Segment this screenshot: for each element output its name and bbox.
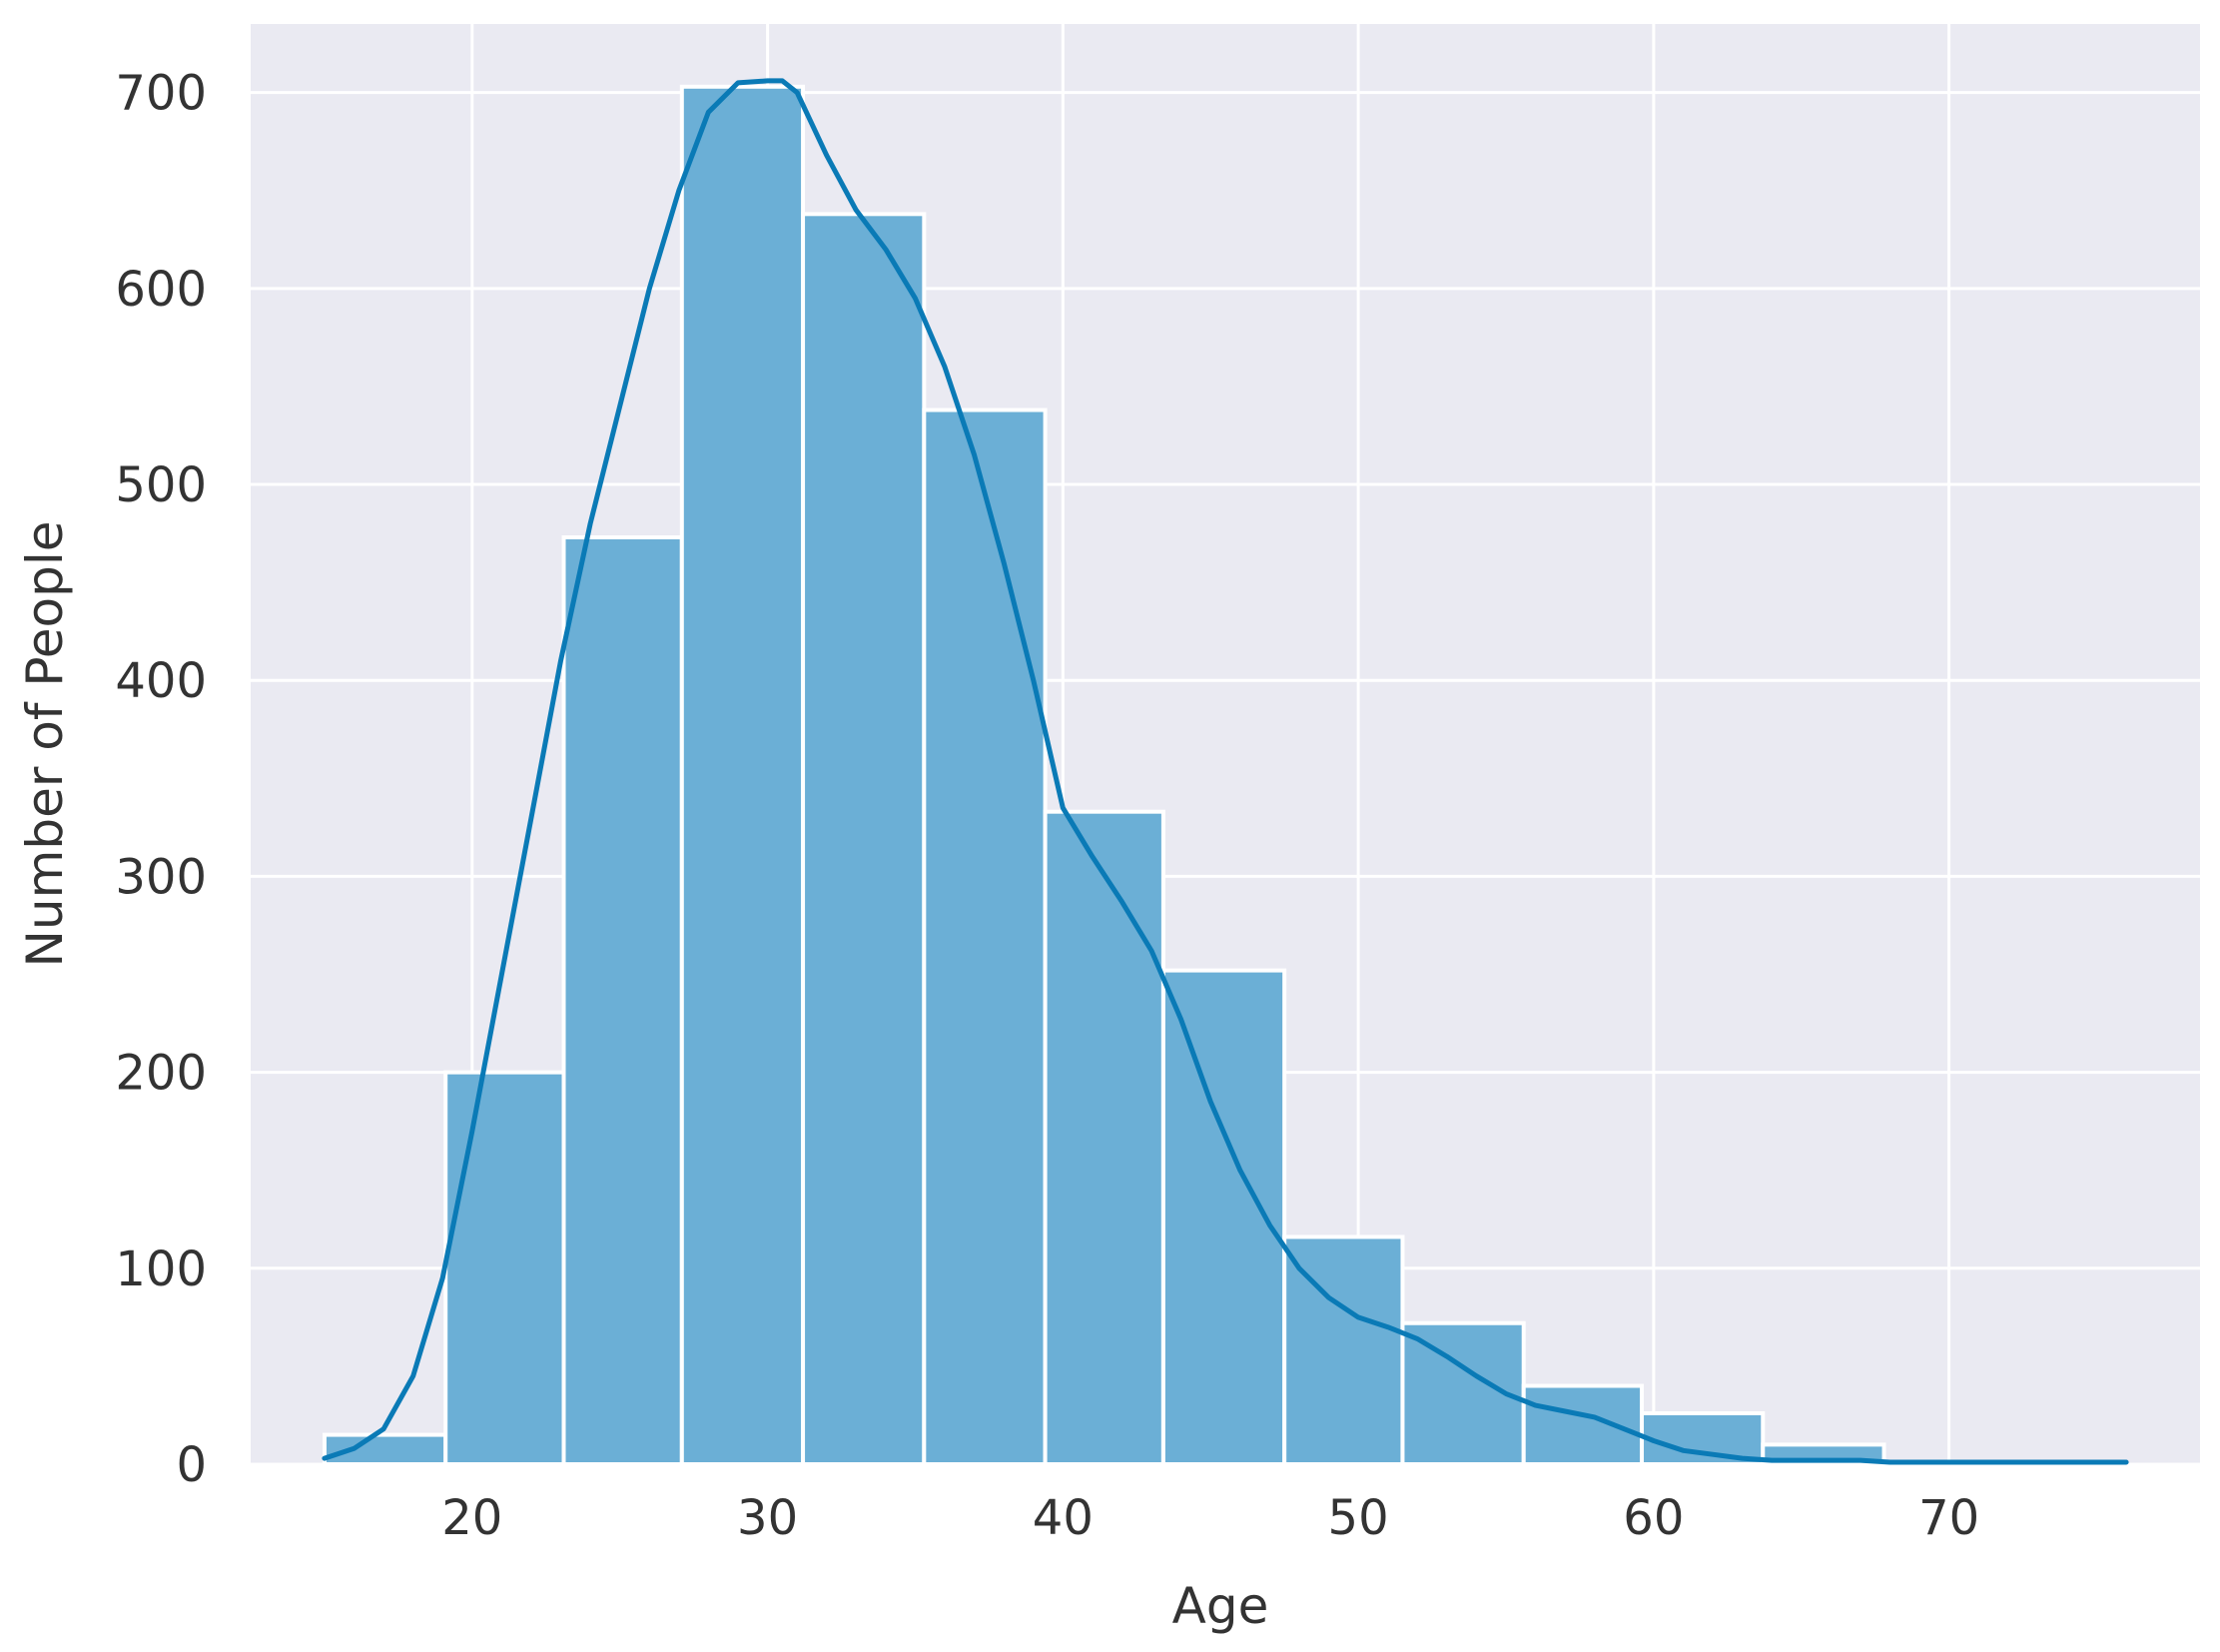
- y-axis-label: Number of People: [16, 521, 74, 968]
- x-axis-label: Age: [1172, 1577, 1269, 1635]
- y-tick-label: 500: [115, 457, 207, 513]
- histogram-bar: [1640, 1410, 1766, 1467]
- histogram-bar: [1521, 1383, 1645, 1466]
- y-tick-label: 600: [115, 262, 207, 318]
- y-tick-label: 0: [176, 1437, 207, 1493]
- histogram-bar: [679, 84, 806, 1466]
- histogram-bar: [443, 1070, 566, 1466]
- x-tick-label: 70: [1918, 1490, 1979, 1546]
- x-tick-label: 60: [1623, 1490, 1684, 1546]
- kde-curve: [322, 78, 2129, 1465]
- y-tick-label: 300: [115, 849, 207, 905]
- y-tick-label: 400: [115, 653, 207, 709]
- histogram-bar: [922, 408, 1048, 1466]
- y-tick-label: 100: [115, 1241, 207, 1297]
- histogram-bar: [801, 212, 927, 1466]
- x-tick-label: 20: [441, 1490, 502, 1546]
- y-tick-label: 200: [115, 1046, 207, 1102]
- histogram-bar: [322, 1432, 448, 1466]
- histogram-bar: [1043, 809, 1165, 1466]
- x-tick-label: 50: [1328, 1490, 1389, 1546]
- histogram-bars: [322, 84, 1886, 1467]
- x-axis-ticks: 20 30 40 50 60 70: [441, 1490, 1979, 1546]
- histogram-bar: [561, 535, 684, 1466]
- x-tick-label: 30: [737, 1490, 798, 1546]
- y-tick-label: 700: [115, 66, 207, 122]
- x-tick-label: 40: [1033, 1490, 1094, 1546]
- y-axis-ticks: 0 100 200 300 400 500 600 700: [115, 66, 207, 1493]
